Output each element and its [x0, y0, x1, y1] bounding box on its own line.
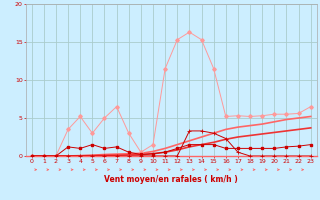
X-axis label: Vent moyen/en rafales ( km/h ): Vent moyen/en rafales ( km/h )	[104, 175, 238, 184]
